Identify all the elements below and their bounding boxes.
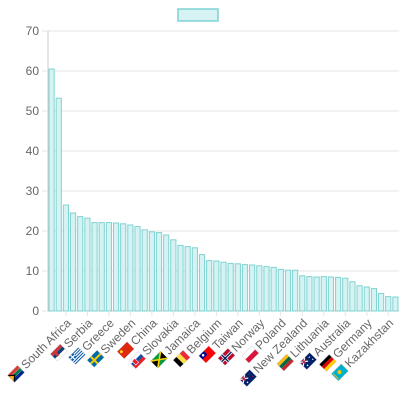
bar[interactable]: [356, 285, 363, 312]
y-tick-label: 40: [26, 144, 40, 158]
bar[interactable]: [327, 276, 335, 312]
bar[interactable]: [270, 266, 277, 312]
bar[interactable]: [184, 246, 191, 312]
bar[interactable]: [263, 266, 270, 312]
bar[interactable]: [134, 226, 141, 312]
bar[interactable]: [112, 222, 120, 312]
bar[interactable]: [392, 296, 399, 312]
bar[interactable]: [69, 212, 77, 312]
bar[interactable]: [220, 261, 227, 312]
y-tick-label: 70: [26, 24, 40, 38]
bar[interactable]: [306, 276, 313, 312]
bar[interactable]: [127, 224, 134, 312]
bar[interactable]: [155, 232, 163, 312]
kazakhstan-flag-icon: [331, 363, 349, 382]
bar[interactable]: [256, 265, 263, 312]
bar[interactable]: [84, 217, 91, 312]
bar[interactable]: [349, 281, 356, 312]
lithuania-flag-icon: [276, 353, 295, 372]
germany-flag-icon: [319, 354, 337, 372]
bar[interactable]: [198, 254, 206, 312]
poland-flag-icon: [241, 345, 260, 364]
australia-flag-icon: [299, 352, 317, 370]
bar[interactable]: [55, 97, 62, 312]
bars: [48, 68, 399, 312]
bar[interactable]: [141, 229, 148, 312]
bar[interactable]: [299, 275, 306, 312]
bar[interactable]: [363, 286, 370, 312]
bar[interactable]: [163, 234, 170, 312]
y-tick-label: 50: [26, 104, 40, 118]
bar[interactable]: [206, 260, 213, 312]
legend[interactable]: [177, 8, 219, 22]
y-tick-label: 0: [32, 304, 39, 318]
bar[interactable]: [120, 223, 127, 312]
bar[interactable]: [378, 292, 385, 312]
jamaica-flag-icon: [150, 350, 168, 369]
belgium-flag-icon: [172, 349, 191, 368]
bar[interactable]: [191, 247, 198, 312]
bar[interactable]: [313, 276, 320, 312]
x-axis: South AfricaSerbiaGreeceSwedenChinaSlova…: [7, 311, 396, 387]
y-tick-label: 20: [26, 224, 40, 238]
bar[interactable]: [170, 239, 177, 312]
bar[interactable]: [370, 288, 378, 312]
bar[interactable]: [277, 268, 284, 312]
bar[interactable]: [342, 277, 349, 312]
sweden-flag-icon: [86, 349, 105, 368]
bar[interactable]: [292, 269, 299, 312]
bar[interactable]: [105, 222, 112, 312]
bar[interactable]: [213, 260, 220, 312]
y-tick-label: 10: [26, 264, 40, 278]
bar[interactable]: [62, 204, 69, 312]
y-axis: 0 10 20 30 40 50 60 70: [26, 24, 48, 318]
legend-swatch[interactable]: [177, 8, 219, 22]
bar[interactable]: [284, 269, 292, 312]
bar[interactable]: [227, 262, 234, 312]
bar[interactable]: [335, 276, 342, 312]
serbia-flag-icon: [50, 343, 68, 362]
bar[interactable]: [234, 263, 241, 312]
greece-flag-icon: [68, 347, 86, 365]
bar[interactable]: [177, 244, 184, 312]
south-africa-flag-icon: [7, 365, 25, 383]
bar[interactable]: [320, 276, 327, 312]
bar[interactable]: [48, 68, 55, 312]
bar[interactable]: [148, 231, 155, 312]
china-flag-icon: [116, 341, 135, 360]
bar[interactable]: [77, 216, 84, 312]
bar[interactable]: [249, 264, 256, 312]
slovakia-flag-icon: [128, 351, 146, 369]
y-tick-label: 60: [26, 64, 40, 78]
new-zealand-flag-icon: [239, 369, 257, 387]
bar[interactable]: [98, 222, 105, 312]
y-tick-label: 30: [26, 184, 40, 198]
bar[interactable]: [241, 264, 249, 312]
taiwan-flag-icon: [198, 345, 217, 364]
bar[interactable]: [385, 296, 392, 312]
bar[interactable]: [91, 222, 98, 312]
norway-flag-icon: [217, 348, 236, 366]
